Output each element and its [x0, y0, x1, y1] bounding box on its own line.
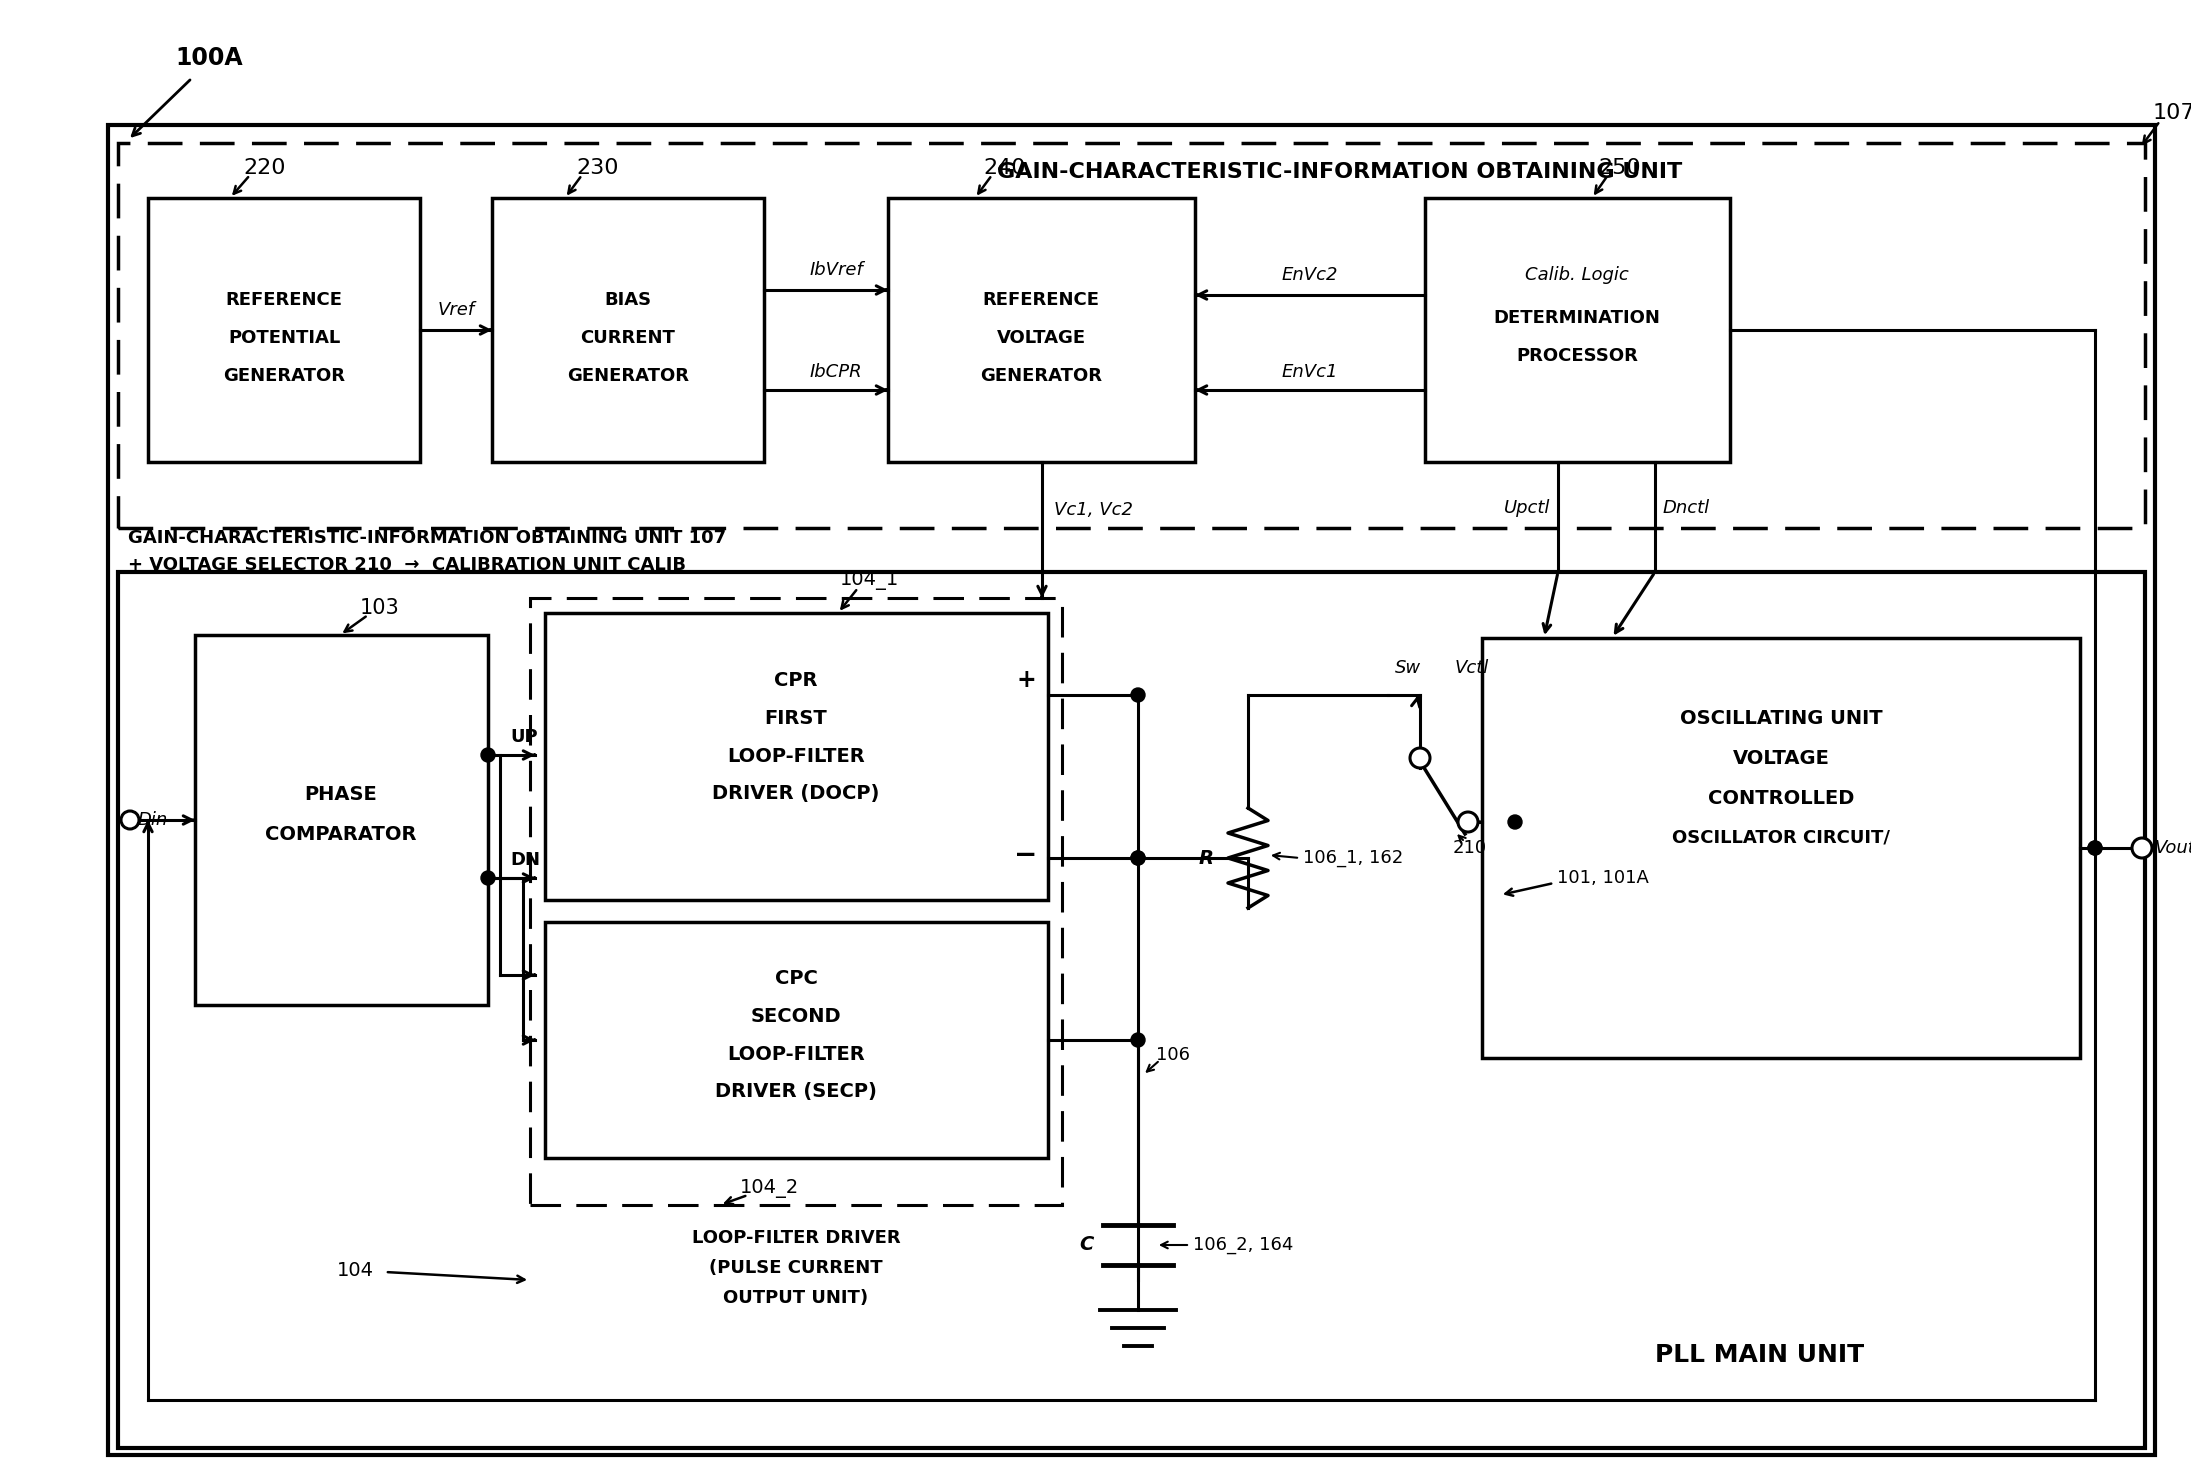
Text: Vout: Vout — [2156, 840, 2191, 857]
Text: 104: 104 — [337, 1260, 372, 1280]
Text: Vc1, Vc2: Vc1, Vc2 — [1054, 501, 1133, 518]
Circle shape — [2088, 841, 2101, 855]
Text: EnVc2: EnVc2 — [1282, 267, 1339, 284]
Bar — [530, 598, 1063, 1206]
Text: 220: 220 — [243, 158, 287, 178]
Circle shape — [1131, 852, 1146, 865]
Bar — [546, 923, 1047, 1158]
Text: GENERATOR: GENERATOR — [567, 367, 688, 385]
Text: R: R — [1198, 849, 1214, 868]
Circle shape — [1131, 852, 1146, 865]
Circle shape — [1411, 748, 1431, 769]
Text: DRIVER (SECP): DRIVER (SECP) — [714, 1083, 876, 1102]
Bar — [887, 198, 1194, 462]
Bar — [195, 635, 489, 1006]
Bar — [546, 613, 1047, 900]
Text: POTENTIAL: POTENTIAL — [228, 329, 340, 347]
Text: 106_1, 162: 106_1, 162 — [1304, 849, 1402, 866]
Text: Vref: Vref — [438, 301, 475, 318]
Text: 106: 106 — [1157, 1046, 1190, 1063]
Text: PHASE: PHASE — [305, 785, 377, 804]
Text: DN: DN — [511, 852, 539, 869]
Circle shape — [1457, 812, 1479, 832]
Bar — [493, 198, 765, 462]
Text: IbVref: IbVref — [808, 261, 863, 278]
Circle shape — [1507, 815, 1523, 829]
Text: 210: 210 — [1453, 840, 1488, 857]
Bar — [1424, 198, 1731, 462]
Text: 250: 250 — [1599, 158, 1641, 178]
Text: Din: Din — [138, 812, 169, 829]
Text: + VOLTAGE SELECTOR 210  →  CALIBRATION UNIT CALIB: + VOLTAGE SELECTOR 210 → CALIBRATION UNI… — [127, 555, 686, 575]
Text: 104_1: 104_1 — [841, 570, 901, 589]
Circle shape — [2088, 841, 2101, 855]
Text: DETERMINATION: DETERMINATION — [1494, 310, 1661, 327]
Text: 100A: 100A — [175, 46, 243, 70]
Text: GENERATOR: GENERATOR — [979, 367, 1102, 385]
Text: REFERENCE: REFERENCE — [982, 290, 1100, 310]
Text: Calib. Logic: Calib. Logic — [1525, 267, 1628, 284]
Text: FIRST: FIRST — [765, 708, 828, 727]
Text: Vctl: Vctl — [1455, 659, 1490, 677]
Text: LOOP-FILTER: LOOP-FILTER — [727, 1044, 865, 1063]
Circle shape — [482, 871, 495, 886]
Text: Sw: Sw — [1396, 659, 1422, 677]
Text: CPC: CPC — [776, 969, 817, 988]
Bar — [118, 144, 2145, 529]
Text: PROCESSOR: PROCESSOR — [1516, 347, 1639, 364]
Text: Dnctl: Dnctl — [1663, 499, 1711, 517]
Circle shape — [121, 812, 138, 829]
Text: EnVc1: EnVc1 — [1282, 363, 1339, 381]
Text: VOLTAGE: VOLTAGE — [997, 329, 1085, 347]
Text: GENERATOR: GENERATOR — [223, 367, 344, 385]
Text: 240: 240 — [984, 158, 1025, 178]
Text: UP: UP — [511, 729, 537, 746]
Bar — [107, 124, 2156, 1454]
Text: PLL MAIN UNIT: PLL MAIN UNIT — [1656, 1343, 1865, 1367]
Text: CURRENT: CURRENT — [581, 329, 675, 347]
Circle shape — [1131, 689, 1146, 702]
Text: −: − — [1014, 841, 1039, 869]
Text: GAIN-CHARACTERISTIC-INFORMATION OBTAINING UNIT 107: GAIN-CHARACTERISTIC-INFORMATION OBTAININ… — [127, 529, 725, 546]
Text: 106_2, 164: 106_2, 164 — [1194, 1237, 1293, 1254]
Bar — [149, 198, 421, 462]
Text: 230: 230 — [576, 158, 620, 178]
Bar — [118, 572, 2145, 1448]
Text: LOOP-FILTER: LOOP-FILTER — [727, 746, 865, 766]
Text: (PULSE CURRENT: (PULSE CURRENT — [710, 1259, 883, 1277]
Text: IbCPR: IbCPR — [811, 363, 863, 381]
Text: CONTROLLED: CONTROLLED — [1707, 788, 1854, 807]
Text: +: + — [1017, 668, 1036, 692]
Text: OSCILLATING UNIT: OSCILLATING UNIT — [1680, 708, 1882, 727]
Text: OSCILLATOR CIRCUIT/: OSCILLATOR CIRCUIT/ — [1672, 829, 1891, 847]
Text: 104_2: 104_2 — [741, 1179, 800, 1198]
Text: OUTPUT UNIT): OUTPUT UNIT) — [723, 1288, 868, 1308]
Text: VOLTAGE: VOLTAGE — [1733, 748, 1829, 767]
Text: 103: 103 — [359, 598, 401, 618]
Text: COMPARATOR: COMPARATOR — [265, 825, 416, 844]
Circle shape — [2132, 838, 2152, 857]
Text: Upctl: Upctl — [1503, 499, 1549, 517]
Text: GAIN-CHARACTERISTIC-INFORMATION OBTAINING UNIT: GAIN-CHARACTERISTIC-INFORMATION OBTAININ… — [997, 161, 1683, 182]
Circle shape — [1131, 1034, 1146, 1047]
Text: SECOND: SECOND — [752, 1007, 841, 1025]
Text: 107: 107 — [2154, 104, 2191, 123]
Text: 101, 101A: 101, 101A — [1558, 869, 1650, 887]
Text: REFERENCE: REFERENCE — [226, 290, 342, 310]
Text: C: C — [1078, 1235, 1093, 1254]
Text: DRIVER (DOCP): DRIVER (DOCP) — [712, 785, 881, 804]
Bar — [1481, 638, 2079, 1057]
Text: LOOP-FILTER DRIVER: LOOP-FILTER DRIVER — [692, 1229, 901, 1247]
Circle shape — [482, 748, 495, 763]
Text: BIAS: BIAS — [605, 290, 651, 310]
Text: CPR: CPR — [773, 671, 817, 690]
